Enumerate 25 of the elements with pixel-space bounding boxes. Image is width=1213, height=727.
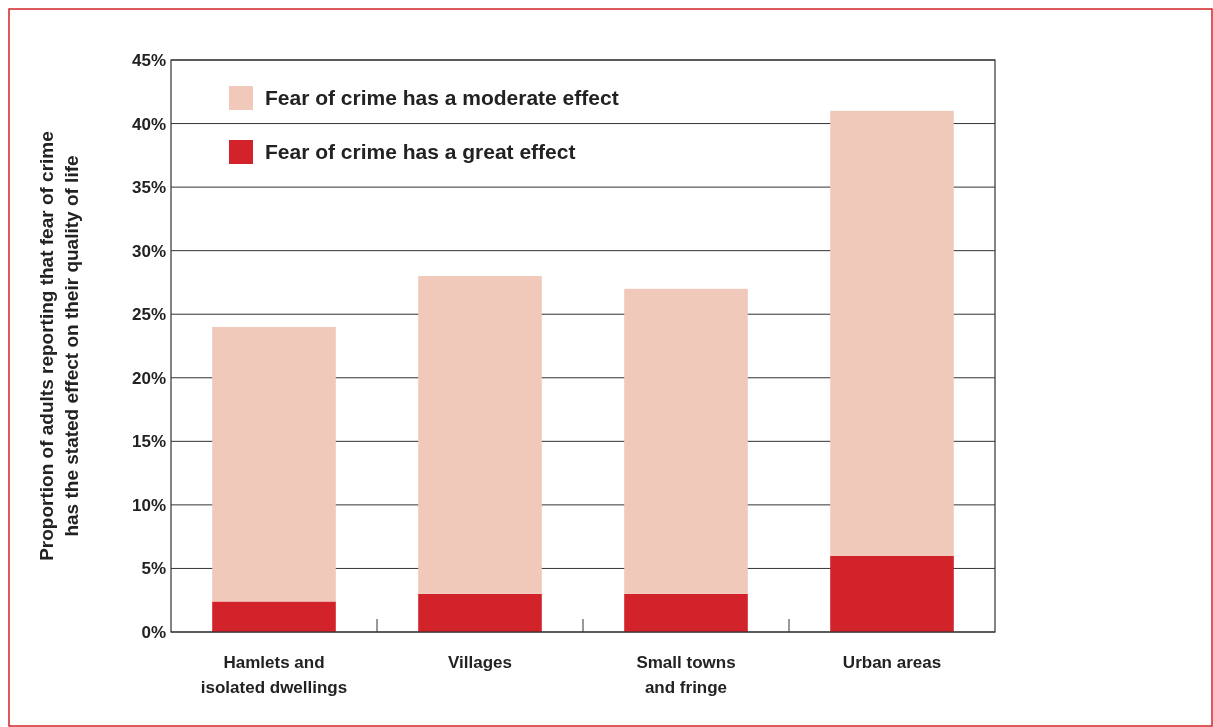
x-tick-label: Hamlets and isolated dwellings [200,653,348,697]
bar [624,288,748,594]
x-tick-label: Villages [448,653,512,672]
x-tick-label: Small towns and fringe [636,653,736,697]
y-tick-label: 20% [131,368,166,388]
y-tick-label: 15% [131,432,166,452]
y-tick-label: 35% [131,178,166,198]
bar [830,555,954,632]
y-tick-label: 40% [131,114,166,134]
bar [418,593,542,632]
bar [624,593,748,632]
y-tick-label: 45% [131,50,166,70]
x-tick-label: Urban areas [842,653,942,672]
y-tick-label: 30% [131,241,166,261]
bar [212,601,336,632]
bar [830,110,954,556]
y-axis-title: Proportion of adults reporting that fear of crime has the stated effect on their quality of life [36,131,82,561]
legend-label: Fear of crime has a moderate effect [265,86,619,110]
bar [418,276,542,594]
bar [212,326,336,602]
y-tick-label: 0% [141,622,166,642]
y-tick-label: 10% [131,495,166,515]
y-tick-label: 5% [141,559,166,579]
legend-label: Fear of crime has a great effect [265,140,576,164]
y-tick-label: 25% [131,305,166,325]
